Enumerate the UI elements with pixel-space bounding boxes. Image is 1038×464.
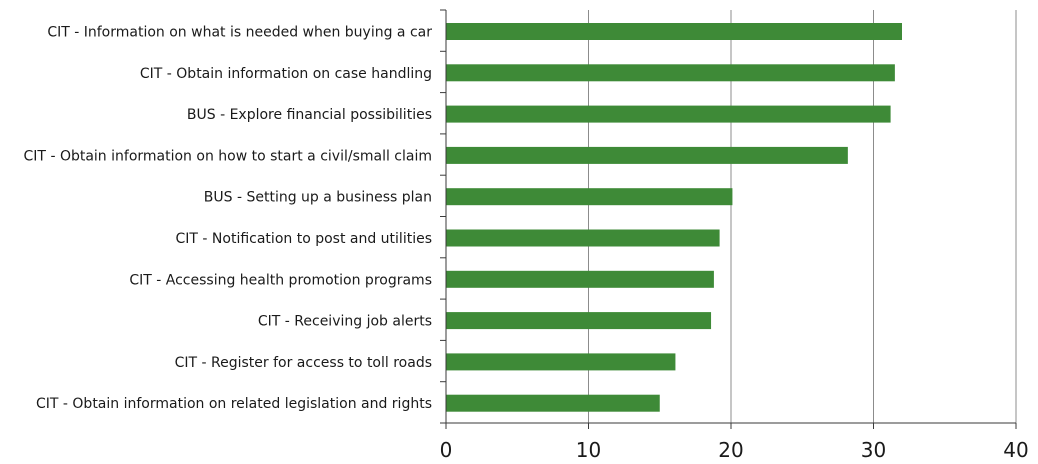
x-tick-label: 20 xyxy=(718,438,743,462)
category-label: CIT - Register for access to toll roads xyxy=(175,355,432,371)
bar xyxy=(446,229,720,247)
bar xyxy=(446,312,712,330)
x-tick-label: 0 xyxy=(440,438,453,462)
category-label: BUS - Explore financial possibilities xyxy=(187,107,432,123)
x-tick-labels: 0 10 20 30 40 xyxy=(440,423,1029,462)
bar xyxy=(446,146,848,164)
bar xyxy=(446,188,733,206)
category-label: CIT - Accessing health promotion program… xyxy=(129,272,432,288)
x-tick-label: 10 xyxy=(576,438,601,462)
bar xyxy=(446,23,902,40)
x-tick-label: 40 xyxy=(1003,438,1028,462)
category-label: CIT - Receiving job alerts xyxy=(258,314,432,330)
bars xyxy=(446,23,902,412)
category-label: CIT - Obtain information on how to start… xyxy=(24,148,432,164)
bar xyxy=(446,394,660,412)
bar xyxy=(446,270,714,288)
category-labels: CIT - Information on what is needed when… xyxy=(24,25,433,413)
x-tick-label: 30 xyxy=(861,438,886,462)
category-label: CIT - Obtain information on case handlin… xyxy=(140,66,432,82)
bar xyxy=(446,353,676,371)
bar xyxy=(446,64,895,82)
bar xyxy=(446,105,891,123)
category-label: CIT - Notification to post and utilities xyxy=(176,231,432,247)
category-label: CIT - Information on what is needed when… xyxy=(47,25,432,41)
category-label: CIT - Obtain information on related legi… xyxy=(36,396,432,412)
category-label: BUS - Setting up a business plan xyxy=(204,190,432,206)
